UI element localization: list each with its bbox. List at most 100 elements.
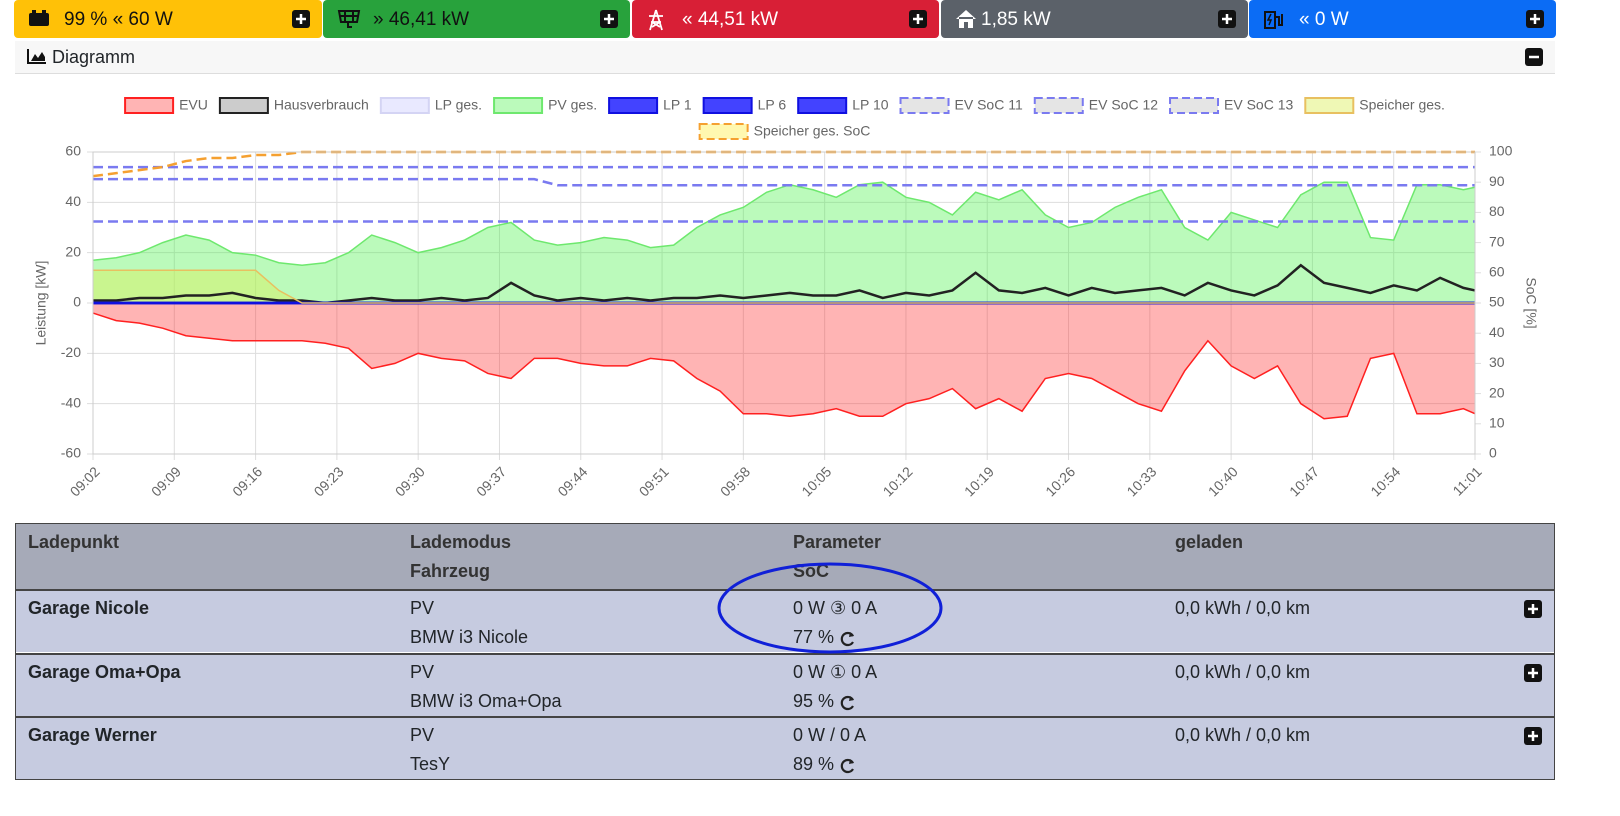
x-tick-label: 09:37	[473, 463, 509, 499]
x-tick-label: 10:40	[1205, 463, 1241, 499]
column-header: SoC	[793, 561, 829, 581]
soc: 77 %	[793, 627, 835, 647]
grid-status: « 44,51 kW	[682, 9, 779, 30]
chart: -60 -40 -20 0 20 40 60 0 10 20 30 40 50 60 70 80 90 100 09…	[33, 97, 1540, 500]
series-line	[92, 150, 1475, 178]
legend-swatch	[899, 97, 950, 114]
grid-button[interactable]: « 44,51 kW	[632, 0, 939, 38]
x-tick-label: 09:23	[311, 463, 347, 499]
legend-label: Speicher ges. SoC	[754, 123, 871, 139]
y2-tick-label: 10	[1489, 415, 1505, 431]
y2-axis-title: SoC [%]	[1523, 277, 1539, 328]
refresh-icon[interactable]	[840, 758, 856, 774]
y2-tick-label: 60	[1489, 264, 1505, 280]
legend-item: LP 1	[608, 97, 692, 114]
house-icon	[956, 10, 976, 28]
y-tick-label: 40	[65, 193, 81, 209]
x-tick-label: 10:05	[798, 463, 834, 499]
y2-tick-label: 70	[1489, 233, 1505, 249]
legend-swatch	[1169, 97, 1220, 114]
charger-icon	[1264, 11, 1283, 29]
x-tick-label: 09:02	[67, 463, 103, 499]
x-tick-label: 10:19	[961, 463, 997, 499]
legend-item: PV ges.	[493, 97, 597, 114]
y2-tick-label: 90	[1489, 173, 1505, 189]
series-line	[93, 177, 1475, 187]
charge-mode: PV	[410, 598, 435, 618]
legend-swatch	[493, 97, 544, 114]
soc: 95 %	[793, 690, 835, 711]
y-tick-label: -40	[61, 394, 81, 410]
parameter: 0 W ③ 0 A	[793, 598, 878, 618]
collapse-icon[interactable]	[1525, 48, 1543, 66]
legend-item: EV SoC 13	[1169, 97, 1294, 114]
area-fill	[93, 303, 1475, 419]
parameter: 0 W ① 0 A	[793, 661, 878, 682]
charge-mode: PV	[410, 725, 435, 745]
legend-label: LP 6	[758, 97, 787, 113]
legend-label: Speicher ges.	[1359, 97, 1445, 113]
charge-point-name: Garage Werner	[28, 725, 157, 745]
y2-tick-label: 20	[1489, 384, 1505, 400]
expand-icon[interactable]	[1524, 663, 1542, 682]
area-fill	[93, 270, 1475, 303]
series-line	[92, 312, 1476, 420]
y2-tick-label: 30	[1489, 354, 1505, 370]
legend-label: LP 10	[852, 97, 889, 113]
y2-tick-label: 80	[1489, 203, 1505, 219]
legend-item: Speicher ges.	[1304, 97, 1445, 114]
pv-status: » 46,41 kW	[373, 9, 470, 30]
legend-item: EVU	[124, 97, 208, 114]
charge-point-table: Ladepunkt Lademodus Fahrzeug Parameter S…	[15, 523, 1555, 780]
pv-button[interactable]: » 46,41 kW	[323, 0, 630, 38]
x-tick-label: 09:51	[636, 463, 672, 499]
y2-tick-label: 40	[1489, 324, 1505, 340]
charged: 0,0 kWh / 0,0 km	[1175, 725, 1311, 745]
soc: 89 %	[793, 754, 835, 774]
table-row: Garage Oma+Opa PV BMW i3 Oma+Opa 0 W ① 0 A 9…	[16, 652, 1554, 716]
charging-button[interactable]: « 0 W	[1249, 0, 1556, 38]
refresh-icon[interactable]	[840, 695, 856, 711]
legend-item: LP ges.	[379, 97, 482, 114]
legend-swatch	[218, 97, 269, 114]
expand-icon[interactable]	[1524, 727, 1542, 745]
expand-icon[interactable]	[909, 10, 927, 28]
x-tick-label: 09:16	[229, 463, 265, 499]
expand-icon[interactable]	[292, 10, 310, 28]
battery-status: 99 % « 60 W	[64, 9, 173, 30]
legend-label: EV SoC 12	[1089, 97, 1158, 113]
diagram-header: Diagramm	[15, 41, 1555, 74]
expand-icon[interactable]	[600, 10, 618, 28]
vehicle: BMW i3 Nicole	[410, 627, 529, 647]
y-tick-label: 20	[65, 243, 81, 259]
table-header: Ladepunkt Lademodus Fahrzeug Parameter S…	[16, 524, 1554, 590]
x-tick-label: 10:54	[1367, 463, 1403, 499]
legend-label: EV SoC 11	[955, 97, 1023, 113]
legend-item: LP 6	[702, 97, 787, 114]
series-line	[93, 269, 1475, 304]
vehicle: BMW i3 Oma+Opa	[410, 690, 562, 711]
house-button[interactable]: 1,85 kW	[941, 0, 1248, 38]
legend-item: EV SoC 12	[1033, 97, 1158, 114]
legend-item: Speicher ges. SoC	[698, 123, 871, 140]
expand-icon[interactable]	[1218, 10, 1236, 28]
x-tick-label: 10:33	[1123, 463, 1159, 499]
parameter: 0 W / 0 A	[793, 725, 867, 745]
legend-swatch	[698, 123, 749, 140]
expand-icon[interactable]	[1526, 10, 1544, 28]
battery-button[interactable]: 99 % « 60 W	[14, 0, 322, 38]
x-tick-label: 09:58	[717, 463, 753, 499]
charged: 0,0 kWh / 0,0 km	[1175, 598, 1311, 618]
column-header: Parameter	[793, 532, 882, 552]
refresh-icon[interactable]	[840, 631, 856, 647]
plot-border	[92, 151, 1476, 455]
legend-swatch	[1033, 97, 1084, 114]
diagram-title: Diagramm	[52, 47, 136, 67]
battery-icon	[29, 10, 49, 26]
legend: EVU Hausverbrauch LP ges. PV ges. LP 1 LP 6 LP…	[124, 97, 1445, 140]
legend-label: EV SoC 13	[1224, 97, 1293, 113]
table-row: Garage Nicole PV BMW i3 Nicole 0 W ③ 0 A 77 …	[16, 589, 1554, 652]
expand-icon[interactable]	[1524, 600, 1542, 618]
x-tick-label: 10:47	[1286, 463, 1322, 499]
